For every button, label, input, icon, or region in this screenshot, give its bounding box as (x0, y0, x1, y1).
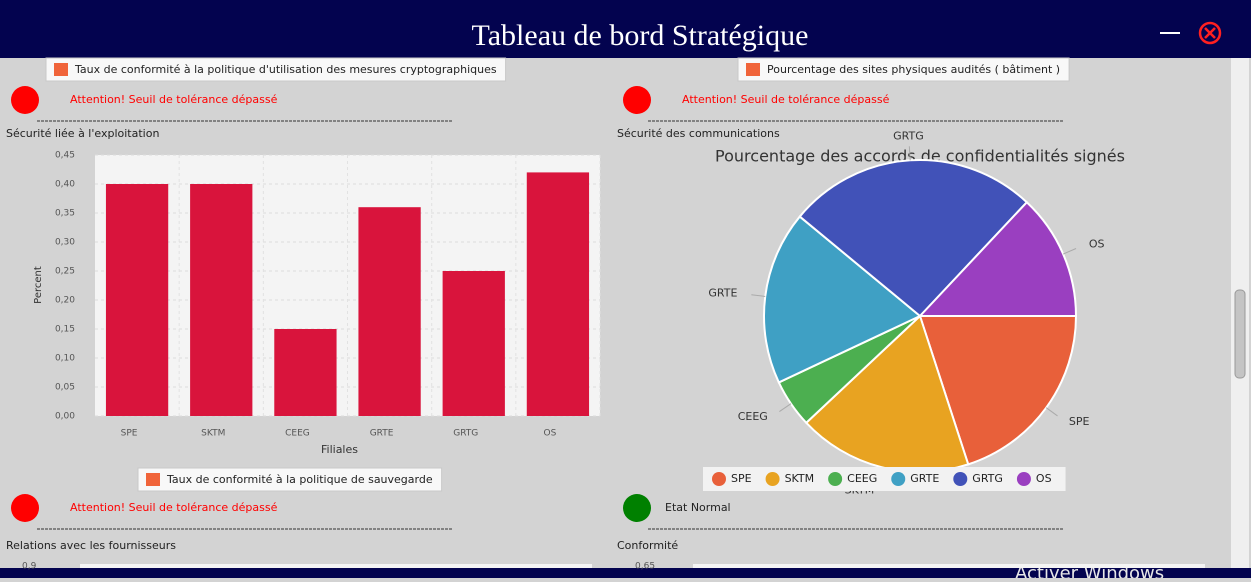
chart-title: Pourcentage des accords de confidentiali… (715, 147, 1125, 166)
legend-label: SPE (731, 472, 752, 485)
legend-box (703, 467, 1066, 491)
button-icon[interactable] (54, 63, 68, 76)
y-tick-label: 0,40 (55, 180, 75, 190)
status-text: Etat Normal (665, 501, 731, 514)
x-tick-label: OS (544, 429, 557, 439)
axis-tick-label: 0,65 (635, 562, 655, 572)
legend-label: SKTM (785, 472, 815, 485)
bottom-bar (0, 568, 1251, 578)
legend-swatch (891, 472, 906, 486)
section-title: Sécurité liée à l'exploitation (6, 127, 159, 140)
bar (105, 184, 169, 416)
y-tick-label: 0,10 (55, 354, 75, 364)
leader-line (779, 403, 792, 412)
slice-label: GRTG (893, 129, 924, 142)
x-tick-label: GRTE (370, 429, 394, 439)
pie-slice (918, 315, 1078, 466)
legend-swatch (828, 472, 843, 486)
legend-swatch (712, 472, 726, 486)
leader-line (1062, 248, 1077, 255)
pie-slice (763, 215, 922, 384)
button-bg[interactable] (45, 57, 507, 82)
x-tick-label: CEEG (285, 429, 310, 439)
button-bg[interactable] (737, 57, 1070, 82)
y-tick-label: 0,25 (55, 267, 75, 277)
slice-label: CEEG (738, 410, 768, 423)
filter-button[interactable]: Taux de conformité à la politique d'util… (45, 57, 507, 82)
section-title: Relations avec les fournisseurs (6, 539, 176, 552)
legend-swatch (765, 472, 780, 486)
slice-label: OS (1089, 238, 1105, 251)
y-tick-label: 0,35 (55, 209, 75, 219)
close-button[interactable] (1198, 21, 1222, 45)
bar (358, 207, 421, 416)
filter-button[interactable]: Taux de conformité à la politique de sau… (137, 467, 443, 492)
x-tick-label: SPE (121, 429, 138, 439)
leader-line (1045, 407, 1058, 417)
status-indicator (623, 86, 651, 114)
bar (442, 271, 505, 416)
bar (526, 172, 590, 416)
leader-line (908, 146, 911, 161)
x-tick-label: SKTM (201, 429, 225, 439)
y-tick-label: 0,00 (55, 412, 75, 422)
status-text: Attention! Seuil de tolérance dépassé (70, 501, 278, 514)
y-tick-label: 0,30 (55, 238, 75, 248)
x-tick-label: GRTG (453, 429, 478, 439)
status-text: Attention! Seuil de tolérance dépassé (682, 93, 890, 106)
button-bg[interactable] (137, 467, 443, 492)
button-label[interactable]: Pourcentage des sites physiques audités … (767, 63, 1060, 76)
legend-label: OS (1036, 472, 1052, 485)
y-tick-label: 0,45 (55, 151, 75, 161)
bar (190, 184, 253, 416)
status-indicator (11, 494, 39, 522)
scrollbar-thumb[interactable] (1234, 289, 1246, 379)
section-title: Sécurité des communications (617, 127, 780, 140)
y-tick-label: 0,15 (55, 325, 75, 335)
button-icon[interactable] (746, 63, 760, 76)
legend-label: CEEG (847, 472, 877, 485)
legend-swatch (953, 472, 968, 486)
status-text: Attention! Seuil de tolérance dépassé (70, 93, 278, 106)
plot-area (95, 155, 600, 416)
section-title: Conformité (617, 539, 678, 552)
legend-label: GRTG (972, 472, 1003, 485)
button-label[interactable]: Taux de conformité à la politique d'util… (74, 63, 497, 76)
x-axis-label: Filiales (321, 443, 358, 456)
filter-button[interactable]: Pourcentage des sites physiques audités … (737, 57, 1070, 82)
legend-label: GRTE (910, 472, 939, 485)
status-indicator (11, 86, 39, 114)
slice-label: GRTE (708, 286, 737, 299)
button-icon[interactable] (146, 473, 160, 486)
y-tick-label: 0,05 (55, 383, 75, 393)
title-bar (0, 0, 1251, 58)
bar (274, 329, 337, 416)
y-tick-label: 0,20 (55, 296, 75, 306)
pie-slice (917, 200, 1078, 317)
y-axis-label: Percent (33, 266, 44, 304)
leader-line (751, 294, 766, 297)
slice-label: SPE (1069, 415, 1090, 428)
pie-slice (798, 159, 1029, 318)
window-title: Tableau de bord Stratégique (472, 19, 809, 52)
status-indicator (623, 494, 651, 522)
button-label[interactable]: Taux de conformité à la politique de sau… (166, 473, 433, 486)
legend-swatch (1016, 472, 1031, 486)
axis-tick-label: 0,9 (22, 562, 37, 572)
